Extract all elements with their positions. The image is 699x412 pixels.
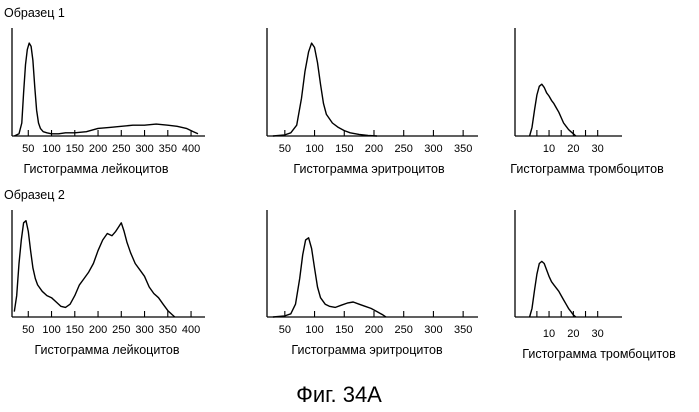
x-tick-label: 300 <box>424 324 442 336</box>
histogram-curve <box>14 221 175 317</box>
x-tick-label: 20 <box>567 328 579 340</box>
x-tick-label: 50 <box>22 143 34 155</box>
x-tick-label: 100 <box>42 324 60 336</box>
x-tick-label: 200 <box>89 143 107 155</box>
x-tick-label: 30 <box>592 328 604 340</box>
x-tick-label: 250 <box>112 143 130 155</box>
x-tick-label: 50 <box>22 324 34 336</box>
histogram-caption: Гистограмма эритроцитов <box>293 162 445 176</box>
x-tick-label: 250 <box>112 324 130 336</box>
x-tick-label: 350 <box>454 143 472 155</box>
x-tick-label: 350 <box>159 143 177 155</box>
histogram-s1-rbc: 50 100 150 200 250 300 350 Гистограмма эритроци… <box>267 28 478 176</box>
x-tick-label: 200 <box>365 324 383 336</box>
histogram-caption: Гистограмма лейкоцитов <box>34 343 179 357</box>
x-tick-label: 300 <box>135 143 153 155</box>
histogram-caption: Гистограмма тромбоцитов <box>522 347 676 361</box>
histogram-s1-wbc: 50 100 150 200 250 300 350 400 Гистограмма лейко… <box>12 28 205 176</box>
histogram-s2-plt: 10 20 30 Гистограмма тромбоцитов <box>515 210 676 361</box>
x-tick-label: 20 <box>567 143 579 155</box>
x-tick-label: 200 <box>365 143 383 155</box>
figure-caption: Фиг. 34А <box>296 382 382 407</box>
x-tick-label: 10 <box>543 328 555 340</box>
x-tick-label: 250 <box>395 324 413 336</box>
x-tick-label: 200 <box>89 324 107 336</box>
x-tick-label: 400 <box>182 143 200 155</box>
histogram-panels: 50100150200250300350400Гистограмма лейко… <box>12 28 676 361</box>
x-tick-label: 300 <box>424 143 442 155</box>
x-tick-label: 350 <box>159 324 177 336</box>
sample-1-label: Образец 1 <box>4 6 65 20</box>
histogram-curve <box>273 238 386 317</box>
histogram-curve <box>273 43 377 136</box>
x-tick-label: 100 <box>305 143 323 155</box>
x-tick-label: 150 <box>66 324 84 336</box>
histogram-curve <box>530 84 576 136</box>
x-tick-label: 100 <box>42 143 60 155</box>
x-tick-label: 300 <box>135 324 153 336</box>
x-tick-label: 50 <box>279 143 291 155</box>
histogram-curve <box>14 43 198 136</box>
x-tick-label: 150 <box>66 143 84 155</box>
histogram-s2-rbc: 50 100 150 200 250 300 350 Гистограмма эритроци… <box>267 210 478 357</box>
x-tick-label: 350 <box>454 324 472 336</box>
x-tick-label: 150 <box>335 143 353 155</box>
histogram-curve <box>530 261 576 317</box>
x-tick-label: 100 <box>305 324 323 336</box>
x-tick-label: 150 <box>335 324 353 336</box>
x-tick-label: 50 <box>279 324 291 336</box>
x-tick-label: 10 <box>543 143 555 155</box>
histogram-caption: Гистограмма эритроцитов <box>291 343 443 357</box>
sample-2-label: Образец 2 <box>4 188 65 202</box>
x-tick-label: 250 <box>395 143 413 155</box>
x-tick-label: 400 <box>182 324 200 336</box>
histogram-caption: Гистограмма лейкоцитов <box>23 162 168 176</box>
histogram-caption: Гистограмма тромбоцитов <box>510 162 664 176</box>
x-tick-label: 30 <box>592 143 604 155</box>
histogram-s1-plt: 10 20 30 Гистограмма тромбоцитов <box>510 28 664 176</box>
histogram-s2-wbc: 50 100 150 200 250 300 350 400Гистограмма лейко… <box>12 210 205 357</box>
